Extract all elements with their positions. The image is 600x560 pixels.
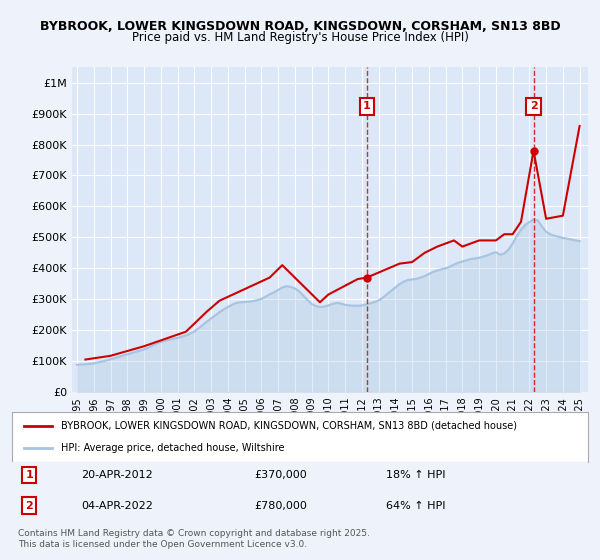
Text: Price paid vs. HM Land Registry's House Price Index (HPI): Price paid vs. HM Land Registry's House … — [131, 31, 469, 44]
Text: 64% ↑ HPI: 64% ↑ HPI — [386, 501, 446, 511]
Text: Contains HM Land Registry data © Crown copyright and database right 2025.
This d: Contains HM Land Registry data © Crown c… — [18, 529, 370, 549]
Text: 2: 2 — [25, 501, 33, 511]
Text: BYBROOK, LOWER KINGSDOWN ROAD, KINGSDOWN, CORSHAM, SN13 8BD: BYBROOK, LOWER KINGSDOWN ROAD, KINGSDOWN… — [40, 20, 560, 32]
Text: 04-APR-2022: 04-APR-2022 — [81, 501, 153, 511]
Text: 1: 1 — [363, 101, 371, 111]
Text: 2: 2 — [530, 101, 538, 111]
Text: BYBROOK, LOWER KINGSDOWN ROAD, KINGSDOWN, CORSHAM, SN13 8BD (detached house): BYBROOK, LOWER KINGSDOWN ROAD, KINGSDOWN… — [61, 421, 517, 431]
Text: 20-APR-2012: 20-APR-2012 — [81, 470, 153, 480]
Text: 18% ↑ HPI: 18% ↑ HPI — [386, 470, 446, 480]
Text: £780,000: £780,000 — [254, 501, 307, 511]
Text: £370,000: £370,000 — [254, 470, 307, 480]
Text: 1: 1 — [25, 470, 33, 480]
Text: HPI: Average price, detached house, Wiltshire: HPI: Average price, detached house, Wilt… — [61, 443, 284, 453]
